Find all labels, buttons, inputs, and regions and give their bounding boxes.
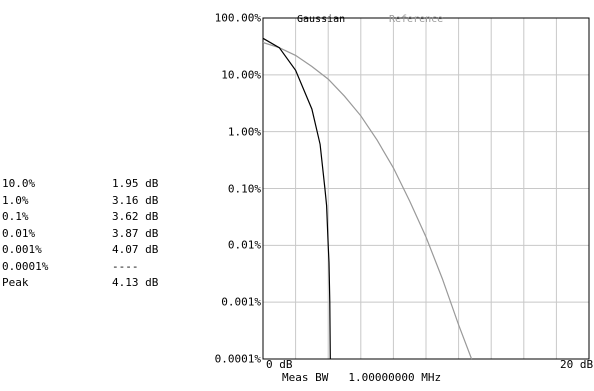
stat-probability: 0.1%: [2, 210, 29, 223]
legend-reference: Reference: [389, 14, 444, 25]
stat-probability: 0.001%: [2, 243, 42, 256]
stat-row-peak: Peak 4.13 dB: [2, 275, 172, 292]
stat-row-0.001pct: 0.001% 4.07 dB: [2, 242, 172, 259]
stat-level: 3.16 dB: [112, 193, 159, 207]
plot-grid: [263, 18, 589, 359]
stat-probability: 1.0%: [2, 193, 29, 207]
legend-gaussian: Gaussian: [297, 14, 346, 25]
y-tick-label: 100.00%: [214, 11, 261, 25]
ccdf-stats-table: 10.0% 1.95 dB 1.0% 3.16 dB 0.1% 3.62 dB …: [2, 176, 172, 292]
plot-series: [262, 37, 473, 360]
plot-frame: [262, 17, 590, 360]
stat-level: 3.62 dB: [112, 210, 159, 223]
y-tick-label: 0.10%: [227, 182, 261, 195]
x-axis-max-label: 20 dB: [560, 358, 594, 371]
meas-bw-readout: Meas BW 1.00000000 MHz: [282, 371, 441, 384]
meas-bw-label: Meas BW: [282, 371, 329, 384]
meas-bw-value: 1.00000000 MHz: [348, 371, 442, 384]
stat-probability: 0.0001%: [2, 259, 49, 273]
y-tick-label: 1.00%: [227, 125, 261, 139]
stat-level: 3.87 dB: [112, 226, 159, 240]
stat-probability: 10.0%: [2, 177, 36, 190]
stat-level: 4.13 dB: [112, 276, 159, 289]
stat-level: 1.95 dB: [112, 177, 159, 190]
stat-row-0.1pct: 0.1% 3.62 dB: [2, 209, 172, 226]
y-tick-label: 0.0001%: [214, 352, 261, 366]
y-tick-label: 0.001%: [221, 295, 261, 309]
stat-probability: Peak: [2, 276, 29, 289]
stat-level: 4.07 dB: [112, 243, 159, 256]
stat-row-0.0001pct: 0.0001% ----: [2, 259, 172, 276]
x-axis-min-label: 0 dB: [266, 358, 293, 371]
stat-probability: 0.01%: [2, 226, 36, 240]
y-tick-label: 0.01%: [227, 238, 261, 252]
stat-level: ----: [112, 259, 139, 273]
series-line-measured: [262, 37, 331, 360]
stat-row-1pct: 1.0% 3.16 dB: [2, 193, 172, 210]
series-line-gaussian: [262, 41, 473, 360]
stat-row-0.01pct: 0.01% 3.87 dB: [2, 226, 172, 243]
y-tick-label: 10.00%: [221, 68, 261, 82]
stat-row-10pct: 10.0% 1.95 dB: [2, 176, 172, 193]
